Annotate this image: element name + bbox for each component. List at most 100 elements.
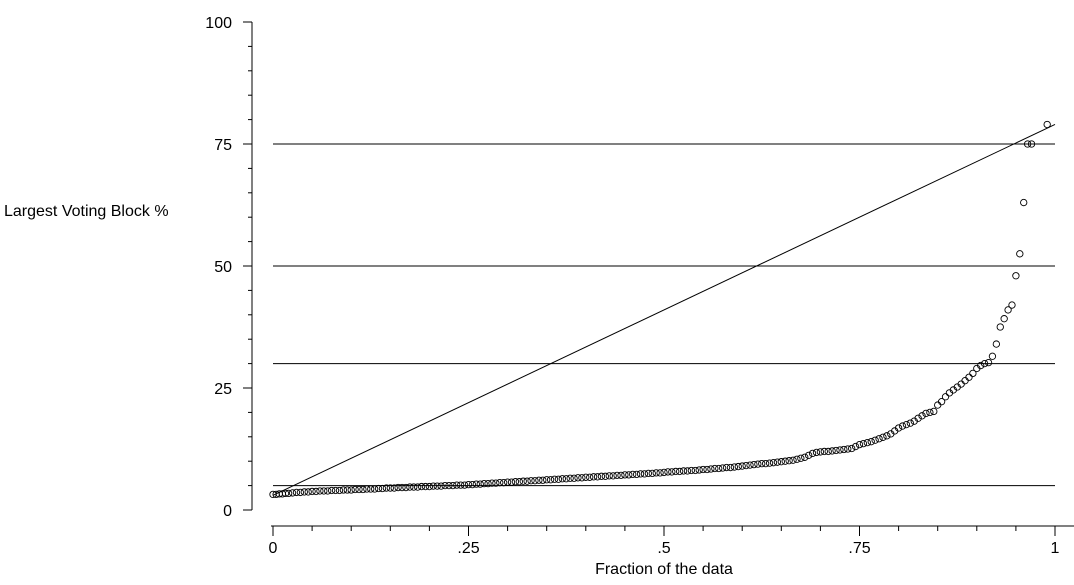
data-point: [644, 469, 653, 478]
reference-lines: [272, 124, 1056, 496]
data-point: [648, 469, 656, 478]
data-point: [351, 485, 359, 494]
x-tick-label: 0: [269, 540, 278, 557]
data-point: [719, 464, 727, 472]
data-point: [281, 489, 290, 498]
x-tick-label: .25: [457, 540, 479, 557]
data-point: [1043, 120, 1051, 129]
data-point: [347, 486, 355, 494]
data-point: [867, 438, 875, 446]
data-point: [769, 459, 778, 467]
data-point: [765, 459, 774, 467]
data-point: [699, 465, 707, 474]
data-point: [378, 484, 387, 493]
data-point: [812, 448, 821, 457]
data-point: [359, 485, 367, 494]
data-point: [574, 474, 582, 482]
y-axis: 0 25 50 75 100: [205, 15, 253, 520]
data-point: [355, 485, 363, 494]
data-point: [593, 473, 602, 481]
data-point: [738, 462, 746, 470]
data-point: [980, 359, 989, 368]
data-point: [805, 451, 813, 459]
data-point: [855, 440, 864, 449]
data-point: [652, 469, 660, 477]
data-point: [734, 462, 742, 471]
data-point: [464, 480, 473, 489]
data-point: [503, 478, 512, 486]
data-point: [511, 478, 520, 486]
data-point: [840, 445, 848, 454]
data-point: [613, 471, 621, 480]
data-point: [793, 455, 801, 463]
data-point: [327, 486, 336, 495]
data-point: [371, 485, 379, 493]
data-point: [570, 474, 578, 482]
data-point: [1012, 272, 1020, 280]
data-point: [437, 482, 445, 490]
data-point: [410, 483, 418, 491]
data-point: [883, 432, 891, 440]
x-tick-label: .5: [657, 540, 670, 557]
data-point: [683, 467, 692, 475]
data-point: [460, 481, 469, 489]
data-point: [922, 409, 930, 418]
data-point: [1027, 140, 1036, 148]
data-point: [554, 475, 563, 483]
x-axis-title: Fraction of the data: [595, 561, 733, 578]
data-point: [726, 463, 735, 472]
data-point: [386, 484, 394, 492]
data-point: [531, 477, 539, 485]
data-point: [992, 340, 1000, 348]
data-point: [879, 433, 887, 441]
data-point: [863, 439, 871, 447]
data-point: [914, 414, 922, 422]
data-point: [445, 481, 453, 490]
data-point: [754, 460, 762, 468]
data-point: [417, 482, 426, 491]
data-point: [609, 472, 617, 480]
data-point: [320, 487, 328, 495]
data-point: [414, 483, 422, 491]
data-point: [441, 481, 449, 490]
data-point: [496, 479, 504, 487]
data-point: [382, 484, 391, 492]
data-point: [390, 484, 398, 492]
data-point: [820, 447, 828, 456]
data-point: [449, 481, 457, 490]
data-point: [425, 482, 434, 491]
data-point: [660, 468, 668, 477]
data-point: [758, 459, 766, 468]
data-point: [965, 373, 973, 381]
data-point: [292, 488, 301, 497]
data-point: [996, 323, 1004, 331]
data-point: [750, 460, 758, 469]
data-point: [691, 466, 699, 475]
data-point: [304, 488, 312, 496]
data-point: [507, 478, 516, 486]
data-point: [433, 482, 441, 490]
data-point: [1020, 198, 1028, 207]
data-point: [902, 420, 911, 429]
data-point: [636, 470, 645, 478]
data-point: [844, 445, 852, 453]
y-tick-label: 75: [214, 137, 232, 154]
data-point: [941, 393, 950, 401]
data-point: [402, 483, 410, 492]
data-point: [836, 446, 844, 454]
data-point: [543, 476, 551, 484]
data-point: [421, 482, 430, 491]
data-point: [558, 475, 566, 483]
data-point: [988, 352, 997, 360]
data-point: [777, 458, 785, 466]
data-point: [500, 479, 508, 487]
data-point: [527, 477, 535, 485]
data-point: [586, 473, 594, 481]
data-point: [679, 467, 688, 475]
data-point: [781, 457, 789, 465]
data-point: [672, 467, 680, 476]
data-point: [906, 419, 914, 427]
data-point: [429, 482, 437, 490]
data-point: [601, 472, 609, 480]
